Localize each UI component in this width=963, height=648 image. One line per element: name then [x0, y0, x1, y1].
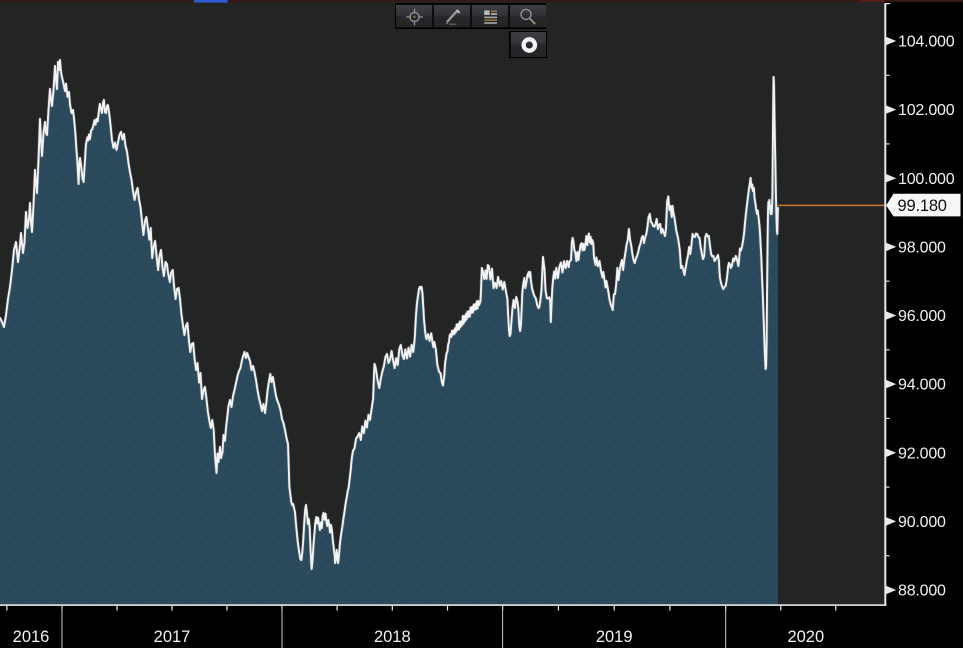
svg-text:92.000: 92.000 — [898, 445, 946, 462]
svg-text:99.180: 99.180 — [898, 197, 947, 215]
svg-text:98.000: 98.000 — [898, 240, 946, 257]
svg-text:94.000: 94.000 — [898, 377, 946, 394]
svg-text:100.000: 100.000 — [898, 171, 955, 188]
svg-text:2017: 2017 — [154, 628, 191, 646]
svg-text:88.000: 88.000 — [898, 583, 946, 600]
svg-text:2020: 2020 — [787, 628, 824, 646]
svg-text:96.000: 96.000 — [898, 308, 946, 325]
svg-text:90.000: 90.000 — [898, 514, 946, 531]
svg-text:2016: 2016 — [13, 628, 50, 646]
svg-text:104.000: 104.000 — [898, 34, 955, 51]
svg-text:102.000: 102.000 — [898, 102, 955, 119]
svg-text:2018: 2018 — [374, 628, 411, 646]
svg-text:2019: 2019 — [596, 628, 633, 646]
